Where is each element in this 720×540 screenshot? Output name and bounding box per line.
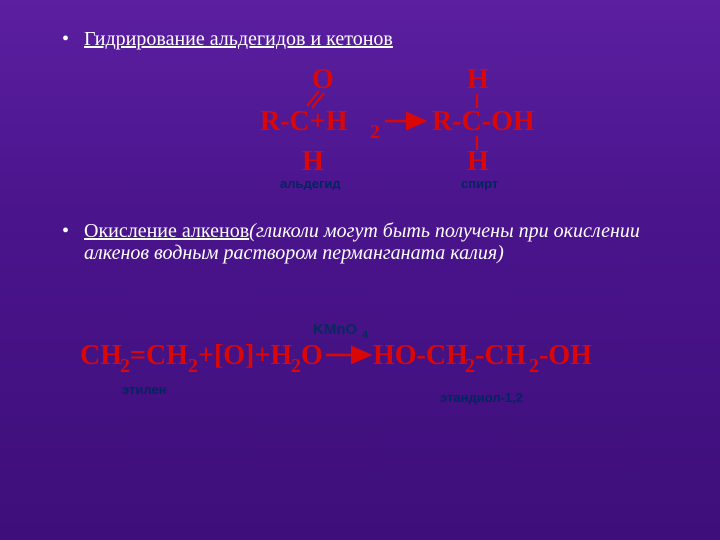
svg-text:H: H [302,146,324,177]
svg-text:HO-CH: HO-CH [373,340,468,371]
svg-text:=CH: =CH [130,340,188,371]
svg-text:2: 2 [529,355,539,377]
svg-text:-CH: -CH [475,340,527,371]
svg-text:H: H [467,64,489,95]
svg-text:-OH: -OH [539,340,592,371]
svg-text:O: O [312,64,334,95]
reaction1-svg: O R-C+H 2 R-C-OH H H Hальдегид спирт [210,60,610,190]
reaction-hydrogenation: O R-C+H 2 R-C-OH H H Hальдегид спирт [60,60,670,190]
reaction2-svg: CH2=CH2+[O]+H2OKMnO4HO-CH2-CH2-OHэтиленэ… [70,294,690,414]
svg-text:4: 4 [362,329,369,341]
svg-text:2: 2 [291,355,301,377]
reaction-oxidation: CH2=CH2+[O]+H2OKMnO4HO-CH2-CH2-OHэтиленэ… [60,294,670,414]
svg-text:2: 2 [370,121,380,143]
svg-text:2: 2 [465,355,475,377]
svg-text:2: 2 [120,355,130,377]
svg-text:2: 2 [188,355,198,377]
svg-text:альдегид: альдегид [280,176,341,190]
svg-text:+[O]+H: +[O]+H [198,340,292,371]
svg-text:этандиол-1,2: этандиол-1,2 [440,390,523,405]
bullet-oxidation: Окисление алкенов(гликоли могут быть пол… [60,220,670,264]
svg-text:CH: CH [80,340,122,371]
svg-text:KMnO: KMnO [313,321,357,338]
heading-oxidation-u: Окисление алкенов [84,220,249,242]
svg-text:спирт: спирт [461,176,498,190]
heading-hydrogenation: Гидрирование альдегидов и кетонов [84,28,393,50]
svg-text:R-C-OH: R-C-OH [432,106,535,137]
svg-text:H: H [467,146,489,177]
svg-text:этилен: этилен [122,382,167,397]
svg-text:O: O [301,340,323,371]
heading-oxidation: Окисление алкенов(гликоли могут быть пол… [84,220,640,264]
svg-text:R-C+H: R-C+H [260,106,348,137]
bullet-hydrogenation: Гидрирование альдегидов и кетонов [60,28,670,50]
slide: Гидрирование альдегидов и кетонов O R-C+H… [0,0,720,540]
